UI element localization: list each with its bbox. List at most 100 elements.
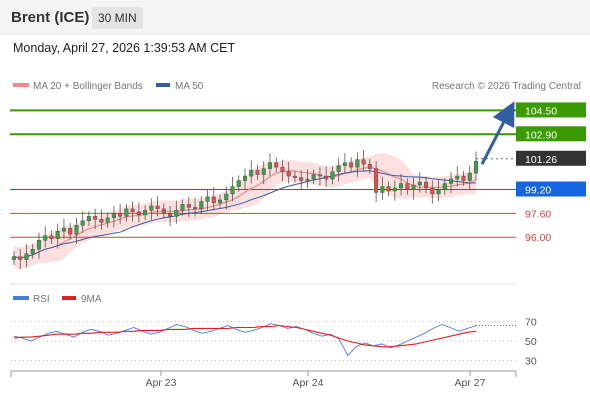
- ma20-line: [13, 166, 477, 259]
- level-label-support: 97.60: [525, 208, 551, 220]
- candle: [374, 161, 379, 203]
- candle: [155, 196, 160, 217]
- candle: [449, 171, 454, 194]
- rsi-tick-label: 30: [525, 355, 537, 367]
- candle: [430, 180, 435, 204]
- candle: [180, 199, 185, 216]
- level-badge-resistance: [516, 126, 586, 142]
- ma50-line: [13, 170, 477, 259]
- candle: [311, 169, 316, 185]
- candle: [399, 173, 404, 196]
- candle: [386, 181, 391, 197]
- candle: [11, 251, 16, 265]
- candle: [18, 249, 23, 270]
- candle: [93, 208, 98, 230]
- x-axis-ticks: Apr 23 Apr 24 Apr 27: [146, 371, 486, 389]
- candle: [86, 211, 91, 227]
- candle: [124, 203, 129, 222]
- candle: [61, 218, 66, 239]
- candle: [193, 197, 198, 217]
- candle: [355, 152, 360, 177]
- candle: [474, 151, 479, 181]
- candle: [330, 166, 335, 185]
- candle: [455, 166, 460, 187]
- candle: [118, 203, 123, 224]
- candle: [186, 196, 191, 218]
- candle: [461, 170, 466, 186]
- candle: [199, 196, 204, 215]
- candle: [242, 168, 247, 191]
- candle: [149, 198, 154, 221]
- x-tick-label: Apr 27: [455, 377, 486, 389]
- rsi-grid: 70 50 30: [11, 317, 537, 367]
- rsi-tick-label: 50: [525, 336, 537, 348]
- candle: [68, 223, 73, 240]
- candle: [286, 161, 291, 184]
- rsi-9ma-line: [13, 324, 477, 348]
- candle: [161, 203, 166, 219]
- instrument-title: Brent (ICE): [11, 9, 90, 26]
- candle: [317, 167, 322, 186]
- level-label-pivot: 99.20: [525, 185, 551, 197]
- legend-swatch-ma50: [156, 83, 170, 87]
- legend-9ma: 9MA: [81, 294, 102, 305]
- legend-swatch-rsi: [13, 296, 29, 300]
- candle: [130, 201, 135, 222]
- legend-ma50: MA 50: [175, 81, 204, 92]
- candle: [236, 175, 241, 192]
- candle: [392, 180, 397, 201]
- candle: [43, 226, 48, 248]
- level-label-resistance: 104.50: [525, 105, 557, 117]
- rsi-tick-label: 70: [525, 317, 537, 329]
- legend-rsi: RSI: [33, 294, 50, 305]
- candle: [442, 178, 447, 195]
- legend-swatch-9ma: [62, 296, 76, 300]
- candle: [174, 200, 179, 224]
- header-bar: Brent (ICE) 30 MIN: [0, 0, 590, 35]
- rsi-lines: [13, 323, 516, 357]
- level-label-resistance: 102.90: [525, 129, 557, 141]
- level-badge-resistance: [516, 102, 586, 118]
- candle: [405, 178, 410, 195]
- candle: [267, 152, 272, 177]
- level-badge-pivot: [516, 181, 586, 197]
- candle: [36, 232, 41, 259]
- candle: [24, 243, 29, 268]
- projection-arrow: [480, 101, 515, 165]
- candle: [136, 202, 141, 223]
- candle: [143, 205, 148, 221]
- candle: [111, 205, 116, 228]
- candle: [230, 176, 235, 202]
- candle: [205, 189, 210, 212]
- x-tick-label: Apr 24: [293, 377, 324, 389]
- candle: [30, 243, 35, 259]
- candle: [211, 187, 216, 211]
- level-badges: 104.50 102.90 101.26 99.20 97.60 96.00: [516, 102, 586, 244]
- candle: [49, 230, 54, 244]
- candle: [349, 157, 354, 173]
- candle: [261, 161, 266, 185]
- projection-arrow-line: [480, 101, 515, 165]
- interval-button[interactable]: 30 MIN: [92, 7, 143, 29]
- candle: [336, 158, 341, 182]
- candle: [249, 160, 254, 184]
- rsi-line: [13, 323, 477, 357]
- candle: [99, 209, 104, 230]
- candle: [436, 179, 441, 202]
- legend-ma20: MA 20 + Bollinger Bands: [33, 81, 143, 92]
- legend-swatch-ma20: [13, 83, 29, 87]
- candle: [274, 157, 279, 173]
- bollinger-bands: [14, 153, 476, 269]
- candle: [105, 212, 110, 228]
- candle: [417, 172, 422, 193]
- bollinger-band-area: [14, 153, 476, 269]
- candle: [255, 164, 260, 180]
- candle: [218, 194, 223, 209]
- x-tick-label: Apr 23: [146, 377, 177, 389]
- candle: [342, 152, 347, 174]
- candle: [280, 159, 285, 182]
- candle: [80, 211, 85, 233]
- candle: [292, 170, 297, 183]
- candle: [367, 158, 372, 174]
